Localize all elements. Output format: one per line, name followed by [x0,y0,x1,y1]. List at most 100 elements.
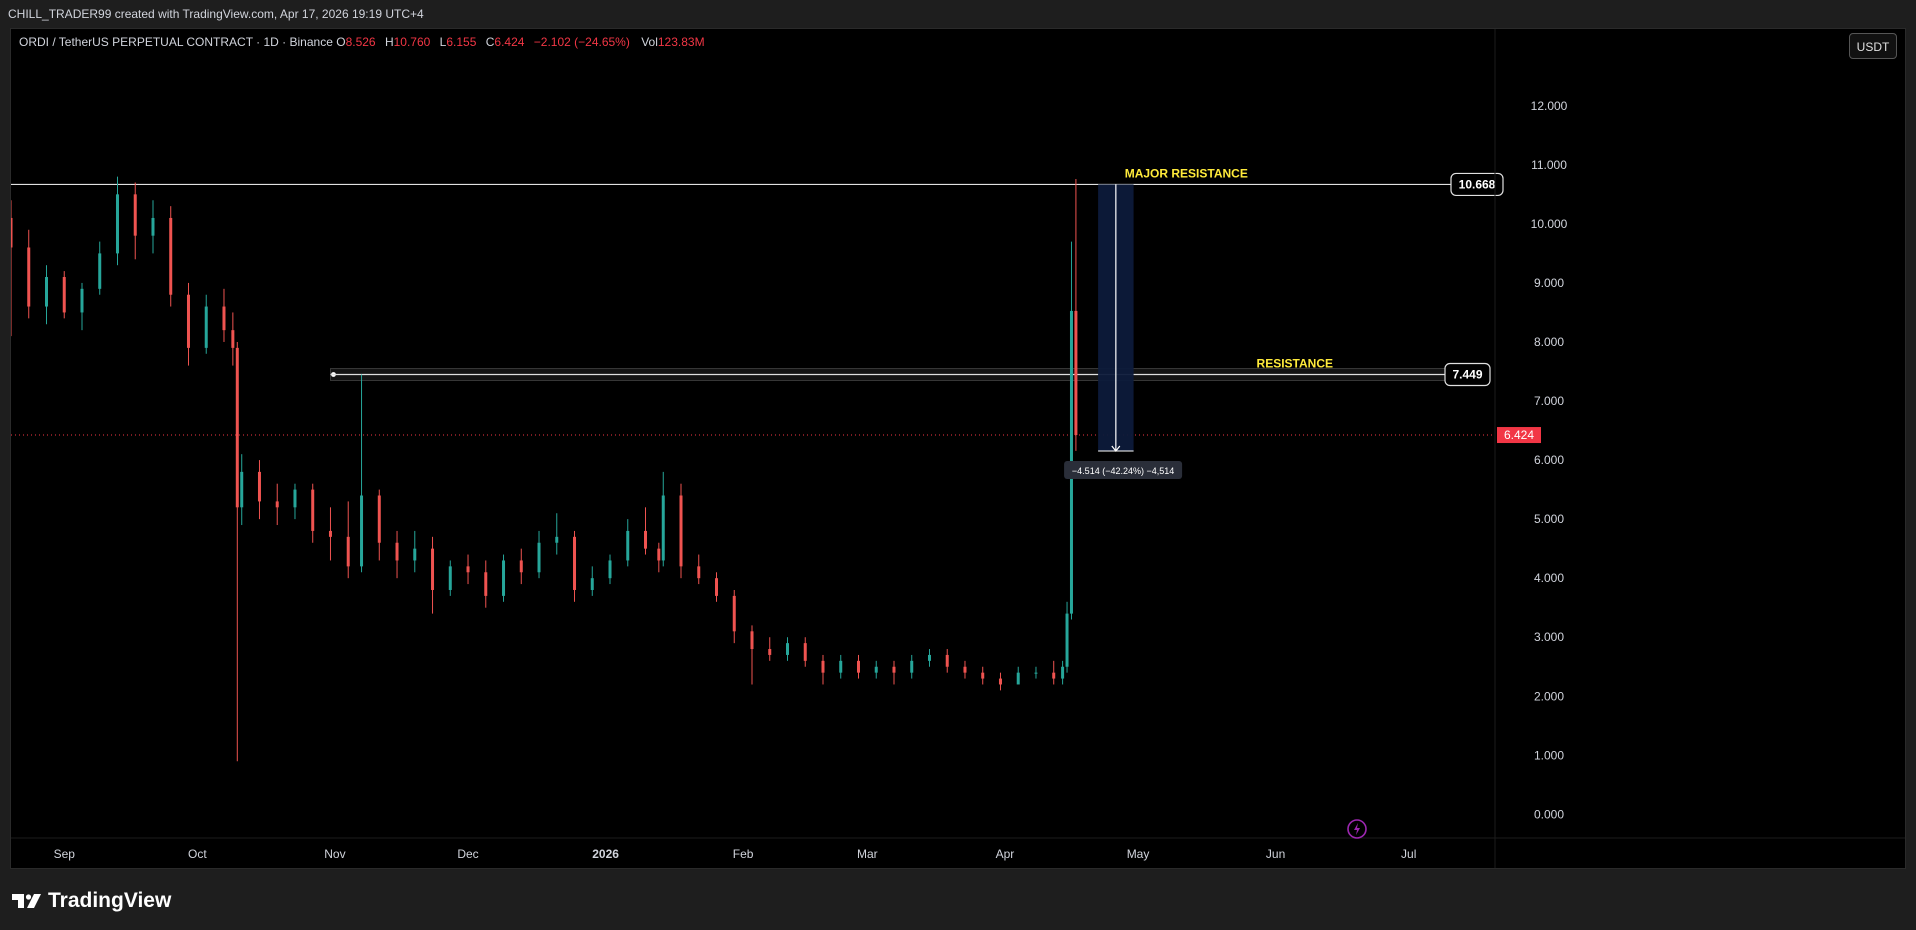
candle-body [537,542,541,573]
candle-body [803,643,807,661]
tradingview-logo-icon [12,894,41,908]
footer: TradingView [0,869,1916,930]
candle-body [204,306,208,348]
x-tick-label: Oct [188,847,207,861]
candle-body [679,495,683,567]
candle-body [311,489,315,531]
high-label: H [384,35,394,49]
x-tick-label: 2026 [592,847,619,861]
candle-body [839,660,843,673]
created-by-text: CHILL_TRADER99 created with TradingView.… [8,7,424,21]
symbol-legend: ORDI / TetherUS PERPETUAL CONTRACT · 1D … [19,35,705,49]
candle-body [768,649,772,655]
candle-body [732,595,736,632]
y-tick-label: 7.000 [1534,394,1564,408]
current-price-tag [1497,427,1541,444]
candle-body [44,277,48,307]
candle-body [360,495,364,567]
x-tick-label: Apr [996,847,1015,861]
candle-body [1074,310,1078,436]
y-tick-label: 10.000 [1531,217,1568,231]
current-price-tag-label: 6.424 [1504,428,1534,442]
open-label: O [336,35,346,49]
axes-layer: 12.000 11.000 10.000 9.000 8.000 7.000 6.000 5.… [11,29,1905,868]
candle-body [963,666,967,673]
candle-body [346,536,350,567]
major-resistance-price-tag [1450,172,1504,197]
flash-icon[interactable] [1347,819,1367,839]
candle-body [186,294,190,348]
candle-body [856,660,860,673]
candle-body [657,548,661,561]
candle-body [413,548,417,561]
major-resistance-price-tag-label: 10.668 [1459,177,1496,191]
candle-body [62,277,66,313]
candle-body [222,306,226,331]
y-tick-label: 4.000 [1534,571,1564,585]
open-value: 8.526 [345,35,376,49]
candle-body [644,530,648,549]
low-value: 6.155 [446,35,477,49]
candle-body [235,347,239,508]
candle-body [998,678,1002,685]
y-tick-label: 12.000 [1531,99,1568,113]
x-tick-label: Mar [857,847,878,861]
x-tick-label: Jul [1401,847,1416,861]
measure-layer: −4.514 (−42.24%) −4,514 [1064,184,1183,479]
candle-body [874,666,878,673]
candle-body [466,566,470,573]
high-value: 10.760 [393,35,431,49]
price-chart[interactable]: 6.424 10.668 MAJOR RESISTANCE 7.449 RESISTAN… [11,29,1905,868]
y-tick-label: 2.000 [1534,689,1564,703]
flash-bolt-icon [1354,823,1360,835]
resistance-label: RESISTANCE [1257,357,1333,371]
low-label: L [439,35,447,49]
x-tick-label: May [1127,847,1150,861]
major-resistance-label: MAJOR RESISTANCE [1125,166,1248,180]
y-tick-label: 8.000 [1534,335,1564,349]
y-tick-label: 6.000 [1534,453,1564,467]
candle-body [1065,613,1069,667]
candle-body [519,560,523,573]
y-tick-label: 3.000 [1534,630,1564,644]
candle-body [293,489,297,508]
y-tick-label: 9.000 [1534,276,1564,290]
candle-body [151,217,155,236]
chart-pane[interactable]: 6.424 10.668 MAJOR RESISTANCE 7.449 RESISTAN… [10,28,1906,869]
candle-body [502,560,506,596]
candle-body [626,530,630,561]
candle-body [1052,672,1056,679]
candle-body [231,330,235,348]
candle-body [945,654,949,667]
attribution-bar: CHILL_TRADER99 created with TradingView.… [0,0,1916,28]
candle-body [555,536,559,543]
candle-body [395,542,399,561]
candle-body [240,471,244,508]
close-label: C [485,35,495,49]
candle-body [715,578,719,596]
candle-body [11,217,13,248]
candle-body [80,288,84,313]
x-tick-label: Feb [733,847,754,861]
currency-button[interactable]: USDT [1849,33,1897,59]
close-value: 6.424 [494,35,525,49]
candle-body [750,631,754,650]
volume-label: Vol [641,35,658,49]
candle-body [1016,672,1020,685]
tradingview-logo[interactable]: TradingView [12,889,171,913]
candle-body [661,495,665,561]
candle-body [927,654,931,661]
change-value: −2.102 (−24.65%) [533,35,630,49]
x-tick-label: Sep [54,847,76,861]
symbol-name: ORDI / TetherUS PERPETUAL CONTRACT · 1D … [19,35,333,49]
x-tick-label: Nov [324,847,345,861]
candle-body [377,495,381,543]
y-tick-label: 11.000 [1531,158,1567,172]
flash-layer[interactable] [1347,819,1367,839]
candle-body [328,530,332,537]
candle-body [484,572,488,596]
candle-body [98,253,102,289]
measure-label-box [1064,460,1183,479]
tradingview-brand-text: TradingView [48,889,172,912]
candle-body [821,660,825,673]
